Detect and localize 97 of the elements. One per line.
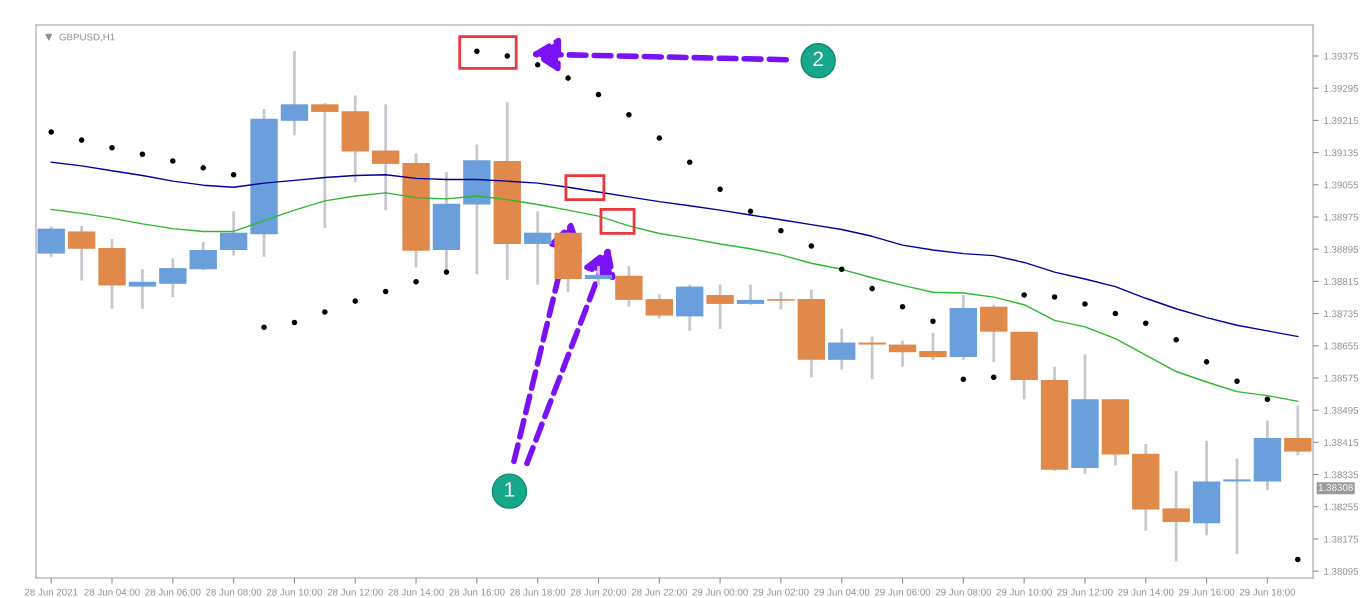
- x-tick-label: 29 Jun 10:00: [996, 588, 1052, 596]
- x-tick-label: 29 Jun 00:00: [692, 588, 748, 596]
- x-tick-label: 29 Jun 02:00: [753, 588, 809, 596]
- x-tick-label: 28 Jun 14:00: [388, 588, 444, 596]
- x-tick-label: 29 Jun 18:00: [1239, 588, 1296, 596]
- point: [626, 111, 632, 118]
- annotation: 2: [813, 51, 823, 67]
- y-tick-label: 1.38495: [1324, 406, 1359, 414]
- point: [1173, 336, 1179, 343]
- y-tick-label: 1.38095: [1324, 567, 1359, 575]
- x-tick-label: 28 Jun 08:00: [206, 588, 262, 596]
- candlestick: [1223, 457, 1251, 556]
- y-tick-label: 1.38655: [1324, 342, 1359, 350]
- candlestick: [919, 331, 947, 362]
- point: [838, 266, 845, 273]
- point: [869, 285, 875, 292]
- x-tick-label: 28 Jun 22:00: [631, 588, 688, 596]
- candlestick: [371, 102, 400, 212]
- point: [291, 319, 298, 326]
- candlestick: [858, 335, 886, 381]
- x-tick-label: 29 Jun 04:00: [814, 588, 870, 596]
- y-tick-label: 1.38895: [1324, 245, 1359, 253]
- point: [960, 376, 967, 382]
- candlestick: [1162, 469, 1190, 563]
- x-tick-label: 29 Jun 12:00: [1057, 588, 1113, 596]
- y-tick-label: 1.38415: [1324, 439, 1359, 446]
- point: [1264, 396, 1271, 403]
- point: [717, 186, 723, 192]
- point: [1142, 320, 1149, 327]
- point: [990, 374, 997, 380]
- point: [382, 288, 389, 295]
- x-tick-label: 29 Jun 06:00: [874, 588, 931, 596]
- candlestick: [128, 267, 157, 311]
- point: [778, 227, 784, 234]
- x-tick-label: 28 Jun 16:00: [449, 588, 505, 596]
- x-tick-label: 29 Jun 08:00: [935, 588, 992, 596]
- point: [656, 135, 663, 141]
- point: [261, 324, 267, 331]
- text: GBPUSD,H1: [59, 33, 115, 42]
- point: [930, 318, 936, 324]
- point: [808, 243, 815, 249]
- candlestick: [311, 101, 339, 230]
- point: [1203, 359, 1210, 365]
- point: [565, 75, 571, 81]
- point: [48, 129, 54, 135]
- y-tick-label: 1.38175: [1324, 535, 1359, 543]
- point: [1234, 378, 1240, 384]
- x-tick-label: 28 Jun 04:00: [84, 588, 140, 596]
- y-tick-label: 1.38255: [1324, 503, 1359, 511]
- x-tick-label: 28 Jun 12:00: [327, 588, 383, 596]
- point: [230, 171, 237, 178]
- x-tick-label: 28 Jun 06:00: [145, 588, 201, 596]
- point: [1051, 294, 1058, 300]
- annotation: 1: [505, 482, 515, 497]
- x-tick-label: 28 Jun 2021: [24, 588, 78, 596]
- text: 1.38308: [1318, 483, 1353, 491]
- point: [534, 62, 541, 68]
- y-tick-label: 1.39375: [1324, 52, 1359, 60]
- y-tick-label: 1.38735: [1324, 310, 1359, 318]
- point: [78, 137, 85, 143]
- point: [1112, 310, 1119, 317]
- candlestick: [736, 283, 765, 307]
- x-tick-label: 28 Jun 10:00: [266, 588, 323, 596]
- y-tick-label: 1.39135: [1324, 149, 1359, 157]
- point: [474, 48, 480, 54]
- point: [1021, 292, 1027, 298]
- point: [504, 53, 511, 59]
- x-tick-label: 28 Jun 18:00: [510, 588, 566, 596]
- y-tick-label: 1.38335: [1324, 471, 1359, 479]
- point: [1082, 301, 1088, 307]
- candlestick: [706, 283, 734, 331]
- point: [352, 298, 359, 304]
- point: [109, 144, 115, 151]
- candlestick: [888, 339, 917, 369]
- point: [443, 269, 450, 275]
- point: [747, 208, 754, 215]
- point: [170, 158, 176, 164]
- point: [322, 309, 328, 315]
- point: [686, 159, 693, 166]
- y-tick-label: 1.38975: [1324, 213, 1359, 221]
- y-tick-label: 1.39295: [1324, 84, 1359, 92]
- x-tick-label: 29 Jun 14:00: [1118, 588, 1174, 596]
- y-tick-label: 1.39215: [1324, 117, 1359, 124]
- point: [200, 165, 207, 171]
- x-tick-label: 29 Jun 16:00: [1178, 588, 1235, 596]
- point: [413, 279, 419, 285]
- point: [899, 303, 906, 310]
- line-series: [50, 161, 1299, 338]
- y-tick-label: 1.38815: [1324, 278, 1359, 285]
- point: [1295, 556, 1301, 563]
- candlestick: [524, 209, 552, 286]
- x-tick-label: 28 Jun 20:00: [570, 588, 627, 596]
- y-tick-label: 1.39055: [1324, 181, 1359, 189]
- point: [595, 91, 602, 98]
- y-tick-label: 1.38575: [1324, 374, 1359, 382]
- point: [139, 151, 146, 157]
- line-series: [50, 192, 1299, 403]
